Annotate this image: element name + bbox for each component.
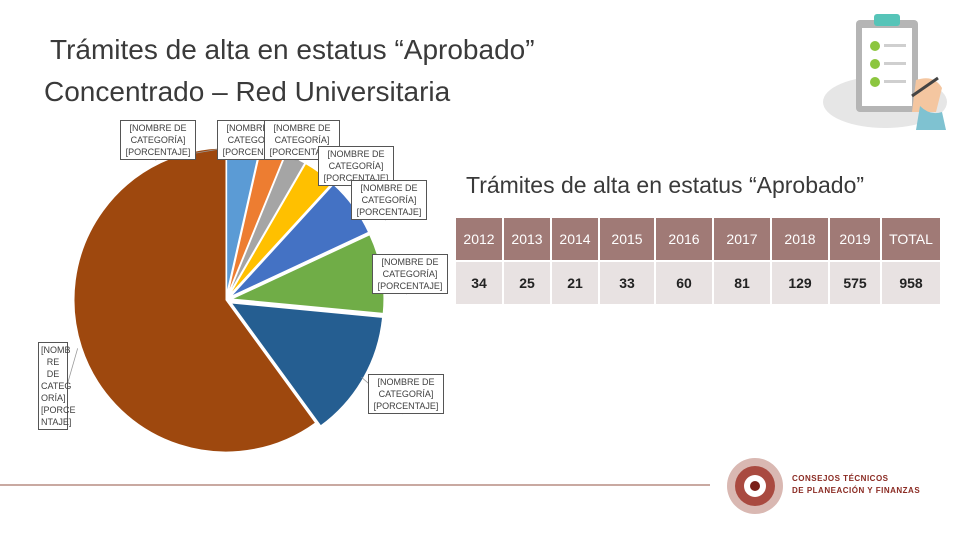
table-header-2016: 2016: [655, 218, 714, 261]
table-cell-2014: 21: [551, 260, 600, 304]
footer-divider: [0, 484, 710, 486]
table-cell-2012: 34: [456, 260, 504, 304]
table-value-row: 34 25 21 33 60 81 129 575 958: [456, 260, 942, 304]
brand-line2: DE PLANEACIÓN Y FINANZAS: [792, 486, 921, 495]
table-cell-2017: 81: [713, 260, 772, 304]
table-header-total: TOTAL: [881, 218, 942, 261]
table-cell-2015: 33: [599, 260, 656, 304]
logo-icon: [727, 458, 783, 514]
table-header-2017: 2017: [713, 218, 772, 261]
page-title-line2: Concentrado – Red Universitaria: [44, 76, 451, 107]
data-table: 2012 2013 2014 2015 2016 2017 2018 2019 TOTAL 34…: [456, 218, 942, 304]
data-label-2012: [NOMBRE DE CATEGORÍA] [PORCENTAJE]: [120, 120, 196, 160]
page-title-line1: Trámites de alta en estatus “Aprobado”: [50, 34, 535, 65]
pie-slice-2019: [73, 147, 317, 453]
table-cell-total: 958: [881, 260, 942, 304]
data-label-2017: [NOMBRE DE CATEGORÍA] [PORCENTAJE]: [372, 254, 448, 294]
leader-line-2019: [67, 348, 79, 383]
table-cell-2013: 25: [503, 260, 552, 304]
brand-line1: CONSEJOS TÉCNICOS: [792, 474, 889, 483]
table-header-row: 2012 2013 2014 2015 2016 2017 2018 2019 TOTAL: [456, 218, 942, 261]
data-label-2019: [NOMB RE DE CATEG ORÍA] [PORCE NTAJE]: [38, 342, 76, 430]
data-label-2018: [NOMBRE DE CATEGORÍA] [PORCENTAJE]: [368, 374, 444, 414]
table-title: Trámites de alta en estatus “Aprobado”: [466, 172, 865, 198]
table-cell-2019: 575: [829, 260, 882, 304]
data-label-2016: [NOMBRE DE CATEGORÍA] [PORCENTAJE]: [351, 180, 427, 220]
table-cell-2018: 129: [771, 260, 830, 304]
table-header-2013: 2013: [503, 218, 552, 261]
table-cell-2016: 60: [655, 260, 714, 304]
table-header-2012: 2012: [456, 218, 504, 261]
table-header-2015: 2015: [599, 218, 656, 261]
table-header-2018: 2018: [771, 218, 830, 261]
clipboard-icon: [823, 14, 947, 130]
table-header-2019: 2019: [829, 218, 882, 261]
table-header-2014: 2014: [551, 218, 600, 261]
